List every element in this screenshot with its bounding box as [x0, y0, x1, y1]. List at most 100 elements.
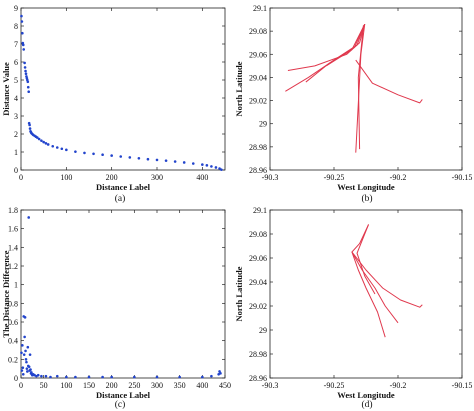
y-tick-label: 29.06: [249, 254, 267, 263]
data-point: [155, 375, 159, 379]
trajectory-line: [351, 251, 423, 308]
panel-caption: (a): [115, 193, 126, 204]
data-point: [182, 161, 186, 164]
data-point: [21, 31, 24, 35]
data-point: [220, 168, 223, 171]
x-tick-label: -90.25: [324, 173, 345, 182]
data-point: [22, 353, 26, 356]
trajectory-line: [287, 24, 366, 71]
y-tick-label: 29.02: [249, 97, 267, 106]
y-tick-label: 29.08: [249, 230, 267, 239]
x-tick-label: -90.2: [390, 381, 407, 390]
plot-frame: [20, 7, 226, 171]
data-point: [74, 150, 77, 153]
y-tick-label: 1.8: [8, 206, 18, 215]
data-point: [28, 127, 32, 130]
data-point: [24, 358, 28, 361]
data-point: [46, 143, 50, 146]
y-tick-label: 29.08: [249, 27, 267, 36]
x-axis-label: Distance Label: [96, 182, 151, 192]
trajectory-line: [305, 23, 366, 83]
data-point: [137, 157, 141, 160]
y-tick-label: 9: [14, 4, 18, 13]
y-axis-label: Distance Value: [1, 62, 11, 116]
y-tick-label: 8: [14, 22, 18, 31]
data-point: [146, 157, 150, 161]
data-point: [55, 146, 59, 149]
data-point: [51, 144, 55, 148]
y-tick-label: 0: [14, 374, 18, 383]
data-point: [205, 164, 209, 167]
y-tick-label: 1: [14, 281, 18, 290]
data-point: [22, 48, 26, 51]
data-point: [40, 374, 43, 378]
data-point: [164, 159, 168, 162]
data-point: [27, 365, 31, 369]
x-axis-label: Distance Label: [96, 390, 151, 400]
trajectory-line: [357, 25, 364, 150]
y-tick-label: 29: [259, 120, 267, 129]
data-point: [23, 335, 26, 339]
y-tick-label: 29.1: [253, 4, 267, 13]
data-point: [21, 366, 25, 370]
y-tick-label: 29: [259, 326, 267, 335]
data-point: [20, 369, 24, 372]
data-point: [24, 349, 27, 353]
y-tick-label: 28.96: [249, 166, 267, 175]
data-point: [155, 158, 159, 162]
y-tick-label: 5: [14, 76, 18, 85]
data-point: [26, 85, 30, 89]
data-point: [65, 375, 68, 379]
data-point: [25, 367, 29, 370]
data-point: [26, 370, 29, 373]
data-point: [44, 142, 48, 145]
data-point: [110, 154, 113, 157]
x-tick-label: -90.15: [452, 381, 473, 390]
data-point: [28, 353, 32, 356]
y-axis-label: North Latitude: [234, 61, 244, 116]
data-point: [21, 43, 25, 47]
x-tick-label: 350: [174, 381, 186, 390]
y-tick-label: 0.8: [8, 299, 18, 308]
y-tick-label: 4: [14, 94, 18, 103]
panel-c: 0 50 100 150 200 250 300 350 400 450 0 0.2 0.4 0.6 0.8…: [1, 206, 231, 410]
trajectory-line: [356, 224, 376, 295]
data-point: [24, 69, 27, 73]
x-tick-label: 100: [60, 173, 72, 182]
x-tick-label: -90.3: [262, 381, 279, 390]
data-point: [28, 123, 31, 127]
y-tick-label: 29.04: [249, 278, 267, 287]
data-point: [65, 148, 68, 152]
data-point: [110, 375, 113, 379]
y-tick-label: 0.4: [8, 337, 18, 346]
panel-d: -90.3 -90.25 -90.2 -90.15 28.96 28.98 29 29.02 2…: [234, 206, 472, 410]
x-tick-label: 200: [106, 381, 118, 390]
trajectory-line: [285, 24, 366, 92]
data-point: [49, 375, 52, 379]
data-point: [40, 139, 43, 142]
data-point: [101, 375, 104, 379]
data-point: [74, 375, 77, 379]
data-point: [27, 90, 31, 93]
y-axis-label: The Distance Difference: [1, 250, 11, 337]
data-point: [83, 151, 86, 155]
panel-a: 0 100 200 300 400 0 1 2 3 4 5 6 7 8 9 Distance Label Dis…: [1, 4, 226, 204]
data-point: [119, 155, 123, 158]
data-point: [42, 140, 45, 144]
data-point: [21, 344, 24, 347]
panel-caption: (c): [115, 399, 126, 410]
y-tick-label: 1.2: [8, 262, 18, 271]
x-tick-label: -90.2: [390, 173, 407, 182]
data-point: [87, 375, 91, 379]
data-point: [21, 372, 25, 376]
panel-b: -90.3 -90.25 -90.2 -90.15 28.96 28.98 29 29.02 2…: [234, 4, 472, 204]
data-point: [24, 72, 28, 75]
y-tick-label: 1.6: [8, 225, 18, 234]
data-point: [20, 351, 23, 355]
y-tick-label: 0.6: [8, 318, 18, 327]
plot-frame: [269, 209, 463, 379]
y-tick-label: 29.04: [249, 73, 267, 82]
data-point: [27, 216, 31, 219]
y-tick-label: 3: [14, 112, 18, 121]
y-tick-label: 7: [14, 40, 18, 49]
